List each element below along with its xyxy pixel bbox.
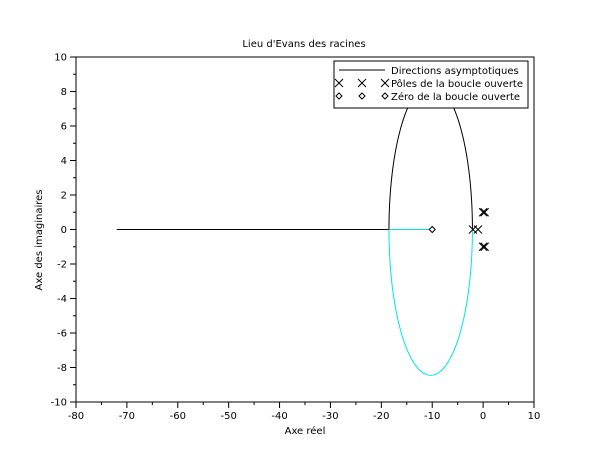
y-axis-ticks: -10 -8 -6 -4 -2 0 2 4 6 8 10: [51, 53, 76, 409]
pole-marker-stroke: [473, 225, 483, 234]
pole-marker: [380, 78, 390, 88]
pole-marker: [357, 78, 367, 88]
pole-marker-stroke: [357, 78, 367, 88]
pole-marker: [480, 207, 489, 217]
x-tick-label: 10: [528, 411, 541, 422]
x-tick-label: -50: [220, 411, 236, 422]
pole-marker: [334, 78, 344, 88]
zero-marker: [358, 92, 366, 100]
legend-box: [333, 60, 529, 109]
zero-marker: [335, 92, 343, 100]
pole-marker: [473, 225, 483, 234]
pole-marker: [478, 207, 488, 217]
y-tick-label: -4: [57, 294, 67, 305]
y-tick-label: 6: [61, 122, 67, 133]
y-axis-label: Axe des imaginaires: [34, 190, 45, 291]
y-tick-label: -6: [57, 329, 67, 340]
y-tick-label: 2: [61, 191, 67, 202]
pole-zero-markers: [428, 207, 489, 252]
x-axis-label: Axe réel: [285, 425, 326, 437]
y-tick-label: -10: [51, 398, 67, 409]
locus-branch: [388, 229, 473, 376]
legend-entry-poles: Pôles de la boucle ouverte: [391, 78, 523, 90]
y-tick-label: -2: [57, 260, 67, 271]
legend-entry-asymptotes: Directions asymptotiques: [391, 66, 519, 77]
pole-marker-stroke: [478, 207, 488, 217]
pole-marker-stroke: [380, 78, 390, 88]
zero-marker: [428, 225, 436, 234]
chart-legend: Directions asymptotiques Pôles de la bou…: [333, 60, 529, 109]
x-axis-ticks: -80 -70 -60 -50 -40 -30 -20 -10 0 10: [68, 402, 541, 422]
y-tick-label: 4: [61, 156, 67, 167]
x-tick-label: -60: [170, 411, 186, 422]
x-tick-label: -10: [424, 411, 440, 422]
legend-x-markers: [334, 78, 390, 88]
y-tick-label: 10: [54, 53, 67, 64]
x-tick-label: -70: [119, 411, 135, 422]
x-tick-label: -30: [322, 411, 338, 422]
zero-marker: [381, 92, 389, 100]
chart-title: Lieu d'Evans des racines: [242, 39, 365, 50]
pole-marker-stroke: [478, 242, 488, 252]
y-tick-label: 0: [61, 225, 67, 236]
x-tick-label: -40: [271, 411, 287, 422]
pole-marker-stroke: [480, 207, 489, 217]
x-tick-label: -20: [373, 411, 389, 422]
legend-diamond-markers: [335, 92, 389, 100]
x-tick-label: -80: [68, 411, 84, 422]
y-tick-label: -8: [57, 363, 67, 374]
pole-marker: [478, 242, 488, 252]
y-tick-label: 8: [61, 87, 67, 98]
pole-marker: [480, 242, 489, 252]
pole-marker-stroke: [334, 78, 344, 88]
x-tick-label: 0: [480, 411, 486, 422]
legend-entry-zero: Zéro de la boucle ouverte: [391, 91, 520, 103]
pole-marker-stroke: [480, 242, 489, 252]
